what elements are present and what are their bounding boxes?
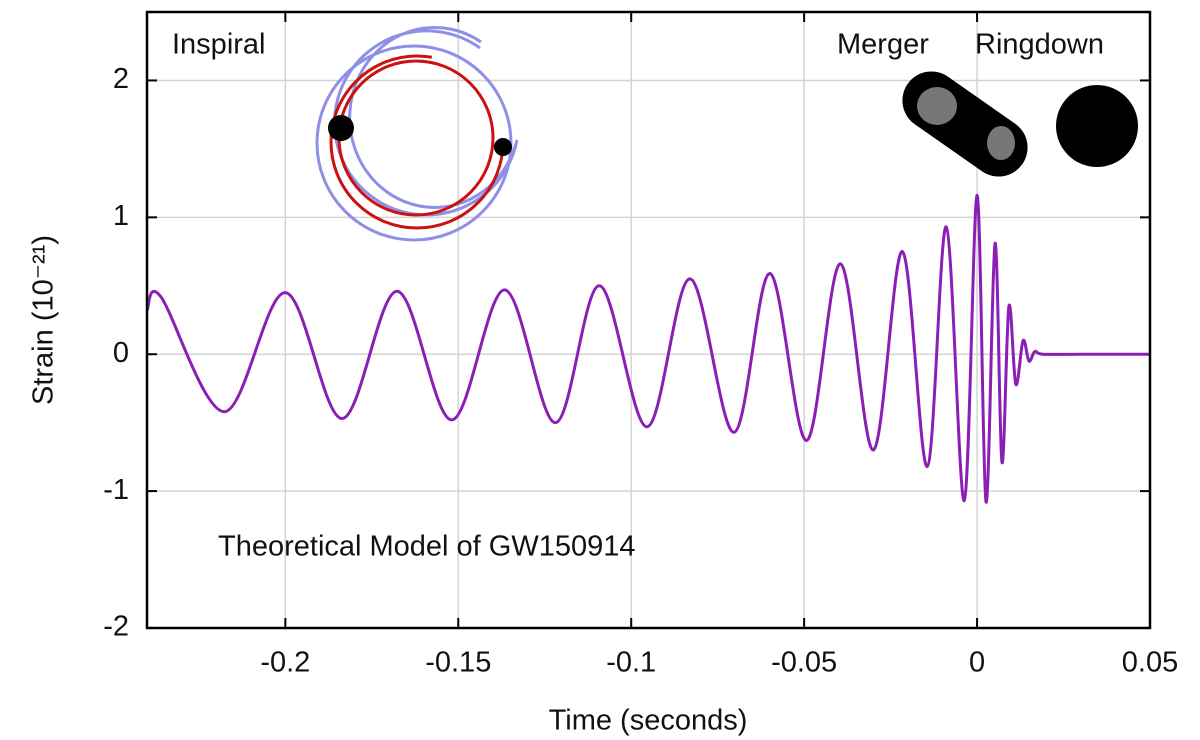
illustrations — [315, 26, 1138, 242]
merger-core — [917, 87, 957, 125]
y-tick-label: 2 — [113, 63, 129, 95]
x-axis-label: Time (seconds) — [549, 705, 748, 737]
annotation: Ringdown — [975, 29, 1104, 61]
y-axis-label: Strain (10⁻²¹) — [28, 235, 60, 405]
x-tick-label: -0.1 — [606, 647, 656, 679]
red-orbit — [337, 59, 495, 217]
x-tick-label: -0.2 — [260, 647, 310, 679]
x-tick-label: 0 — [969, 647, 985, 679]
red-orbit-outer — [329, 54, 505, 230]
merger-blob — [902, 71, 1028, 177]
merger-core — [987, 126, 1015, 160]
x-tick-label: -0.05 — [771, 647, 837, 679]
y-tick-label: -2 — [103, 611, 129, 643]
ringdown-hole — [1056, 85, 1138, 167]
waveform-line — [147, 193, 1150, 504]
plot-frame — [145, 10, 1152, 630]
black-hole — [494, 138, 512, 156]
y-tick-label: 1 — [113, 200, 129, 232]
annotation: Inspiral — [172, 29, 266, 61]
x-tick-label: 0.05 — [1122, 647, 1178, 679]
x-tick-label: -0.15 — [425, 647, 491, 679]
black-hole — [328, 115, 354, 141]
annotation: Merger — [837, 29, 929, 61]
y-tick-label: -1 — [103, 474, 129, 506]
blue-orbit-outer — [315, 44, 513, 242]
annotation: Theoretical Model of GW150914 — [218, 531, 636, 563]
y-tick-label: 0 — [113, 337, 129, 369]
